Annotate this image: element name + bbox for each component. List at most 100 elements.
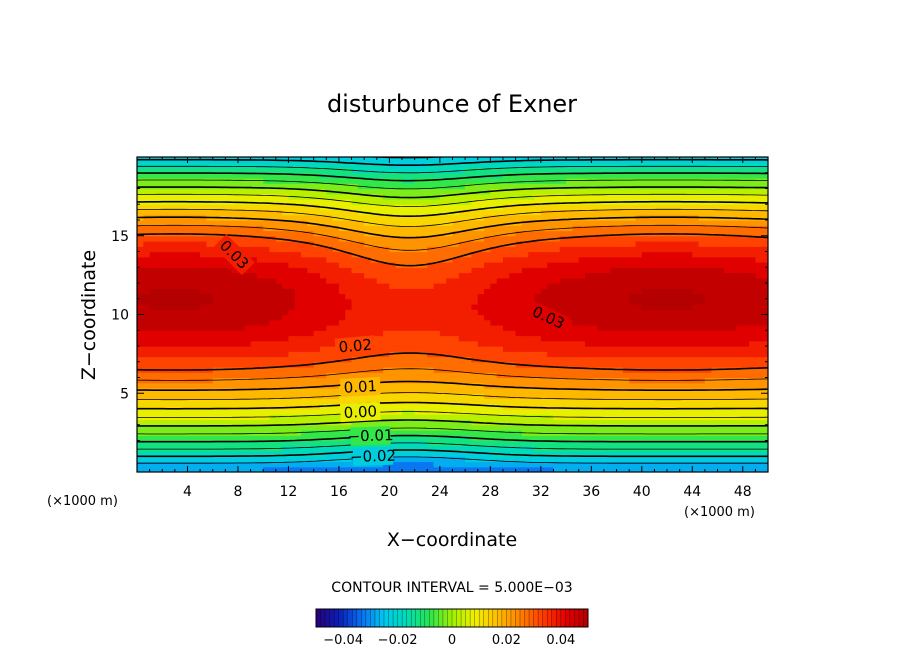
field-cell (534, 262, 542, 268)
field-cell (547, 330, 555, 337)
field-cell (654, 241, 662, 247)
field-cell (717, 304, 725, 310)
field-cell (578, 214, 586, 221)
field-cell (237, 409, 245, 415)
field-cell (692, 256, 700, 263)
field-cell (433, 445, 441, 452)
field-cell (332, 356, 340, 363)
field-cell (667, 372, 674, 379)
field-cell (181, 304, 189, 310)
field-cell (288, 319, 296, 326)
field-cell (370, 304, 378, 310)
field-cell (502, 298, 510, 305)
field-cell (288, 340, 296, 347)
field-cell (749, 424, 756, 431)
field-cell (326, 325, 334, 331)
field-cell (723, 220, 731, 226)
field-cell (162, 372, 170, 379)
field-cell (717, 277, 725, 284)
field-cell (168, 445, 176, 452)
field-cell (648, 430, 656, 436)
field-cell (383, 377, 390, 384)
field-cell (143, 298, 151, 305)
field-cell (736, 361, 744, 368)
field-cell (427, 325, 435, 331)
field-cell (730, 283, 738, 289)
field-cell (641, 256, 649, 263)
field-cell (143, 220, 151, 226)
field-cell (717, 388, 725, 394)
field-cell (566, 382, 573, 389)
field-cell (193, 419, 201, 426)
field-cell (742, 235, 750, 242)
field-cell (679, 403, 687, 410)
field-cell (540, 241, 548, 247)
field-cell (591, 451, 599, 457)
field-cell (635, 225, 643, 232)
field-cell (433, 361, 441, 368)
field-cell (263, 235, 271, 242)
field-cell (616, 309, 624, 316)
field-cell (566, 267, 573, 274)
field-cell (654, 361, 662, 368)
field-cell (345, 235, 353, 242)
field-cell (345, 214, 353, 221)
field-cell (137, 314, 144, 321)
field-cell (641, 456, 649, 463)
field-cell (641, 372, 649, 379)
field-cell (275, 256, 283, 263)
field-cell (420, 335, 428, 342)
field-cell (408, 272, 416, 279)
field-cell (591, 388, 599, 394)
field-cell (237, 440, 245, 447)
field-cell (364, 393, 372, 400)
field-cell (338, 288, 346, 295)
field-cell (439, 335, 447, 342)
field-cell (622, 440, 630, 447)
field-cell (137, 283, 144, 289)
field-cell (660, 393, 668, 400)
field-cell (282, 367, 290, 373)
field-cell (603, 325, 611, 331)
field-cell (496, 388, 504, 394)
field-cell (723, 330, 731, 337)
field-cell (256, 298, 264, 305)
field-cell (345, 251, 353, 258)
field-cell (244, 209, 252, 216)
field-cell (408, 414, 416, 421)
field-cell (181, 335, 189, 342)
field-cell (572, 251, 580, 258)
field-cell (477, 309, 485, 316)
field-cell (137, 267, 144, 274)
field-cell (585, 409, 592, 415)
field-cell (237, 325, 245, 331)
field-cell (673, 309, 681, 316)
field-cell (660, 235, 668, 242)
field-cell (332, 220, 340, 226)
field-cell (610, 409, 618, 415)
field-cell (521, 314, 529, 321)
field-cell (540, 214, 548, 221)
field-cell (648, 256, 656, 263)
field-cell (364, 256, 372, 263)
field-cell (168, 319, 176, 326)
field-cell (484, 225, 491, 232)
field-cell (433, 356, 441, 363)
field-cell (490, 214, 498, 221)
field-cell (534, 393, 542, 400)
field-cell (181, 424, 189, 431)
field-cell (370, 351, 378, 358)
field-cell (263, 262, 271, 268)
field-cell (648, 314, 656, 321)
field-cell (742, 230, 750, 237)
field-cell (761, 251, 768, 258)
field-cell (761, 288, 768, 295)
field-cell (250, 388, 258, 394)
field-cell (282, 340, 290, 347)
field-cell (225, 377, 233, 384)
field-cell (692, 393, 700, 400)
field-cell (439, 393, 447, 400)
field-cell (547, 220, 555, 226)
field-cell (408, 225, 416, 232)
field-cell (420, 256, 428, 263)
